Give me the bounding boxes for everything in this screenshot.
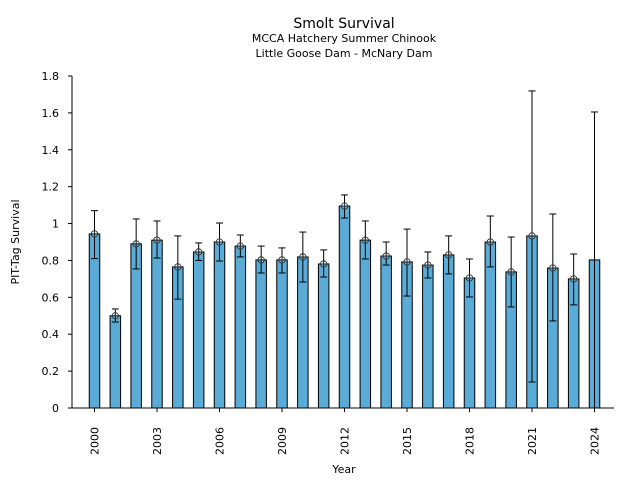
point-marker-2002 (132, 240, 140, 248)
x-tick-label: 2003 (151, 427, 164, 455)
y-tick-label: 1.4 (42, 144, 60, 157)
bar-2009 (276, 259, 288, 409)
error-bars-group (91, 90, 598, 408)
point-marker-2006 (215, 238, 224, 246)
point-marker-2000 (90, 230, 99, 238)
x-tick-label: 2015 (401, 427, 414, 455)
markers-group (90, 202, 578, 320)
point-marker-2001 (111, 312, 119, 320)
bar-2018 (463, 277, 476, 409)
point-marker-2005 (195, 248, 203, 256)
point-marker-2011 (320, 260, 328, 268)
point-marker-2016 (424, 261, 432, 269)
point-marker-2015 (403, 258, 411, 266)
point-marker-2022 (549, 264, 557, 272)
y-tick-label: 0.2 (42, 365, 60, 378)
x-axis-ticks: 2000 2003 2006 2009 2012 2015 2018 2021 2024 (89, 408, 602, 455)
point-marker-2009 (278, 256, 286, 264)
bar-2006 (213, 241, 226, 409)
x-tick-label: 2009 (276, 427, 289, 455)
point-marker-2004 (174, 263, 182, 271)
y-axis-label: PIT-Tag Survival (9, 199, 22, 284)
y-tick-label: 1 (52, 218, 59, 231)
point-marker-2014 (382, 252, 390, 260)
chart-subtitle-line-1: MCCA Hatchery Summer Chinook (252, 32, 437, 45)
y-axis-ticks: 0 0.2 0.4 0.6 0.8 1 1.2 1.4 1.6 1.8 (42, 70, 72, 415)
y-tick-label: 0.8 (42, 254, 60, 267)
y-tick-label: 0 (52, 402, 59, 415)
point-marker-2013 (361, 236, 369, 244)
point-marker-2012 (340, 202, 349, 210)
point-marker-2008 (257, 256, 265, 264)
bar-2003 (151, 239, 163, 409)
point-marker-2017 (445, 251, 453, 259)
bar-2011 (317, 263, 330, 409)
point-marker-2020 (507, 268, 515, 276)
point-marker-2003 (153, 236, 161, 244)
bar-2005 (192, 251, 205, 409)
x-tick-label: 2021 (526, 427, 539, 455)
bar-2000 (88, 233, 101, 409)
bar-2014 (380, 255, 392, 409)
point-marker-2018 (465, 274, 474, 282)
x-tick-label: 2024 (589, 427, 602, 455)
point-marker-2010 (299, 253, 307, 261)
bar-2012 (338, 205, 351, 409)
y-tick-label: 1.6 (42, 107, 60, 120)
point-marker-2007 (236, 242, 244, 250)
y-tick-label: 1.2 (42, 181, 60, 194)
x-tick-label: 2006 (214, 427, 227, 455)
point-marker-2023 (570, 275, 578, 283)
x-tick-label: 2018 (464, 427, 477, 455)
bar-2017 (442, 254, 455, 409)
x-tick-label: 2012 (339, 427, 352, 455)
bar-2013 (359, 239, 372, 409)
bar-2008 (255, 259, 267, 409)
chart-title: Smolt Survival (293, 16, 394, 32)
bars-group (88, 205, 601, 409)
y-tick-label: 1.8 (42, 70, 60, 83)
y-tick-label: 0.6 (42, 291, 60, 304)
point-marker-2021 (528, 232, 536, 240)
x-tick-label: 2000 (89, 427, 102, 455)
chart-subtitle-line-2: Little Goose Dam - McNary Dam (256, 47, 433, 60)
point-marker-2019 (486, 238, 494, 246)
y-tick-label: 0.4 (42, 328, 60, 341)
bar-2001 (109, 315, 122, 409)
x-axis-label: Year (331, 463, 356, 476)
bar-2007 (234, 245, 247, 409)
bar-2016 (422, 264, 434, 409)
